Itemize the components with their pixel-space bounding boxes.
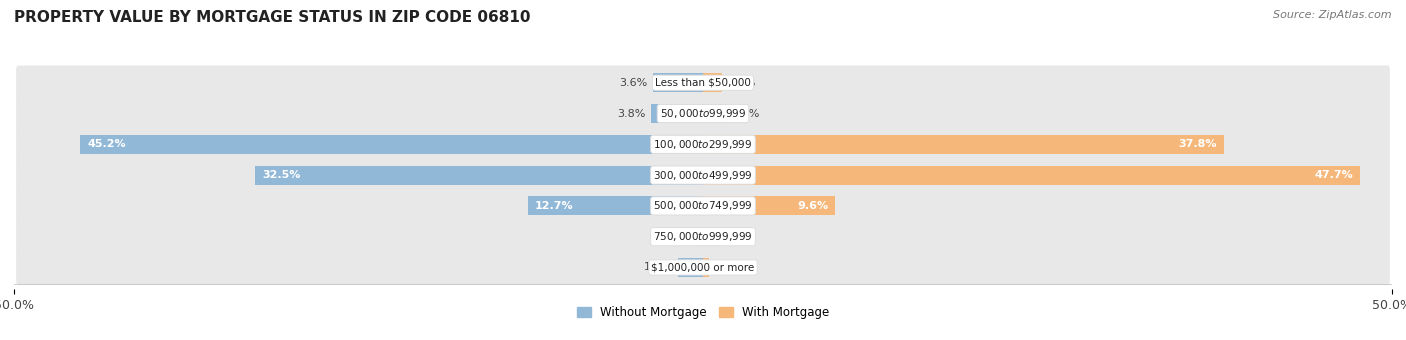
Text: 1.8%: 1.8% <box>644 262 672 272</box>
Text: $500,000 to $749,999: $500,000 to $749,999 <box>654 199 752 212</box>
Bar <box>703 73 723 92</box>
Text: 12.7%: 12.7% <box>534 201 574 211</box>
Bar <box>651 104 703 123</box>
FancyBboxPatch shape <box>15 189 1391 223</box>
Text: 32.5%: 32.5% <box>262 170 301 180</box>
FancyBboxPatch shape <box>15 96 1391 131</box>
Bar <box>703 166 1360 185</box>
Text: $50,000 to $99,999: $50,000 to $99,999 <box>659 107 747 120</box>
Text: 3.8%: 3.8% <box>617 108 645 119</box>
Bar <box>654 73 703 92</box>
Text: Less than $50,000: Less than $50,000 <box>655 78 751 88</box>
Bar <box>529 196 703 216</box>
Bar <box>80 135 703 154</box>
FancyBboxPatch shape <box>15 250 1391 285</box>
Text: $100,000 to $299,999: $100,000 to $299,999 <box>654 138 752 151</box>
Text: 1.7%: 1.7% <box>733 108 761 119</box>
Text: $1,000,000 or more: $1,000,000 or more <box>651 262 755 272</box>
Bar <box>703 258 709 277</box>
Text: PROPERTY VALUE BY MORTGAGE STATUS IN ZIP CODE 06810: PROPERTY VALUE BY MORTGAGE STATUS IN ZIP… <box>14 10 530 25</box>
Bar <box>703 196 835 216</box>
Text: 45.2%: 45.2% <box>87 139 125 149</box>
Bar <box>697 227 703 246</box>
Legend: Without Mortgage, With Mortgage: Without Mortgage, With Mortgage <box>572 302 834 324</box>
Text: $300,000 to $499,999: $300,000 to $499,999 <box>654 169 752 182</box>
Text: 0.42%: 0.42% <box>714 262 749 272</box>
FancyBboxPatch shape <box>15 219 1391 254</box>
FancyBboxPatch shape <box>15 158 1391 192</box>
Bar <box>703 227 723 246</box>
Bar <box>703 135 1223 154</box>
Text: $750,000 to $999,999: $750,000 to $999,999 <box>654 230 752 243</box>
Bar <box>678 258 703 277</box>
Text: 1.4%: 1.4% <box>728 232 756 242</box>
Text: 3.6%: 3.6% <box>620 78 648 88</box>
Text: Source: ZipAtlas.com: Source: ZipAtlas.com <box>1274 10 1392 20</box>
Bar <box>703 104 727 123</box>
Text: 0.36%: 0.36% <box>657 232 693 242</box>
Text: 47.7%: 47.7% <box>1315 170 1354 180</box>
Text: 37.8%: 37.8% <box>1178 139 1218 149</box>
Text: 1.4%: 1.4% <box>728 78 756 88</box>
FancyBboxPatch shape <box>15 127 1391 162</box>
Text: 9.6%: 9.6% <box>797 201 828 211</box>
FancyBboxPatch shape <box>15 66 1391 100</box>
Bar <box>254 166 703 185</box>
